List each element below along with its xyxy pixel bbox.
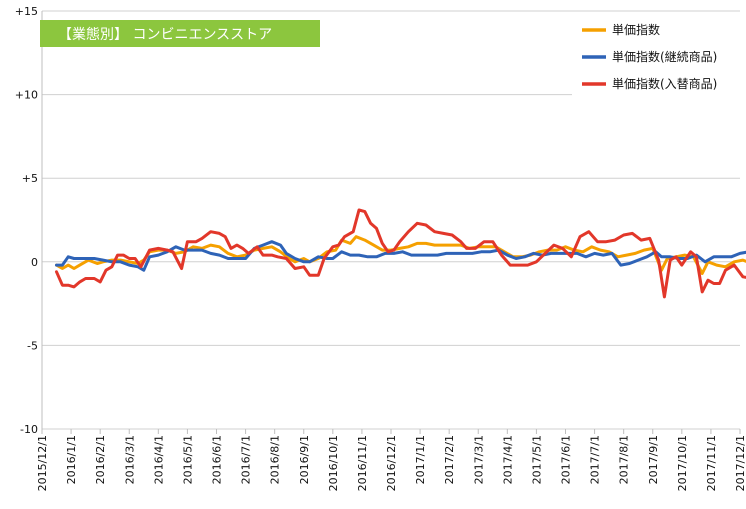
x-tick-label: 2017/5/1 bbox=[530, 435, 543, 484]
x-tick-label: 2017/2/1 bbox=[443, 435, 456, 484]
legend-label: 単価指数 bbox=[612, 22, 660, 37]
x-tick-label: 2016/6/1 bbox=[211, 435, 224, 484]
x-tick-label: 2017/7/1 bbox=[589, 435, 602, 484]
legend-label: 単価指数(入替商品) bbox=[612, 76, 717, 91]
x-tick-label: 2017/9/1 bbox=[647, 435, 660, 484]
x-tick-label: 2016/11/1 bbox=[356, 435, 369, 491]
y-tick-label: -5 bbox=[27, 339, 38, 352]
x-tick-label: 2016/9/1 bbox=[298, 435, 311, 484]
x-tick-label: 2017/8/1 bbox=[618, 435, 631, 484]
x-tick-label: 2016/10/1 bbox=[327, 435, 340, 491]
x-tick-label: 2015/12/1 bbox=[36, 435, 49, 491]
x-tick-label: 2016/3/1 bbox=[123, 435, 136, 484]
x-tick-label: 2017/1/1 bbox=[414, 435, 427, 484]
y-tick-labels: +15 +10 +5 0 -5 -10 bbox=[15, 5, 38, 436]
y-tick-label: +10 bbox=[15, 89, 38, 102]
title-background bbox=[40, 20, 320, 47]
legend-label: 単価指数(継続商品) bbox=[612, 49, 717, 64]
x-tick-label: 2017/6/1 bbox=[560, 435, 573, 484]
x-tick-labels: 2015/12/1 2016/1/1 2016/2/1 2016/3/1 2016/4/… bbox=[36, 429, 746, 491]
x-tick-label: 2016/12/1 bbox=[385, 435, 398, 491]
series-lines bbox=[55, 208, 746, 299]
series-line-2 bbox=[55, 240, 746, 272]
x-tick-label: 2017/10/1 bbox=[676, 435, 689, 491]
title-text: 【業態別】 コンビニエンスストア bbox=[58, 27, 272, 43]
x-tick-label: 2016/5/1 bbox=[181, 435, 194, 484]
y-tick-label: -10 bbox=[20, 423, 38, 436]
chart-title: 【業態別】 コンビニエンスストア bbox=[40, 20, 320, 47]
y-tick-label: +5 bbox=[22, 172, 38, 185]
x-tick-label: 2017/12/1 bbox=[734, 435, 746, 491]
x-tick-label: 2017/3/1 bbox=[472, 435, 485, 484]
y-tick-label: +15 bbox=[15, 5, 38, 18]
x-tick-label: 2017/11/1 bbox=[705, 435, 718, 491]
x-tick-label: 2016/7/1 bbox=[240, 435, 253, 484]
x-tick-label: 2017/4/1 bbox=[501, 435, 514, 484]
x-tick-label: 2016/4/1 bbox=[152, 435, 165, 484]
y-tick-label: 0 bbox=[31, 256, 38, 269]
x-tick-label: 2016/8/1 bbox=[269, 435, 282, 484]
x-tick-label: 2016/1/1 bbox=[65, 435, 78, 484]
x-tick-label: 2016/2/1 bbox=[94, 435, 107, 484]
series-line-3 bbox=[55, 208, 746, 299]
